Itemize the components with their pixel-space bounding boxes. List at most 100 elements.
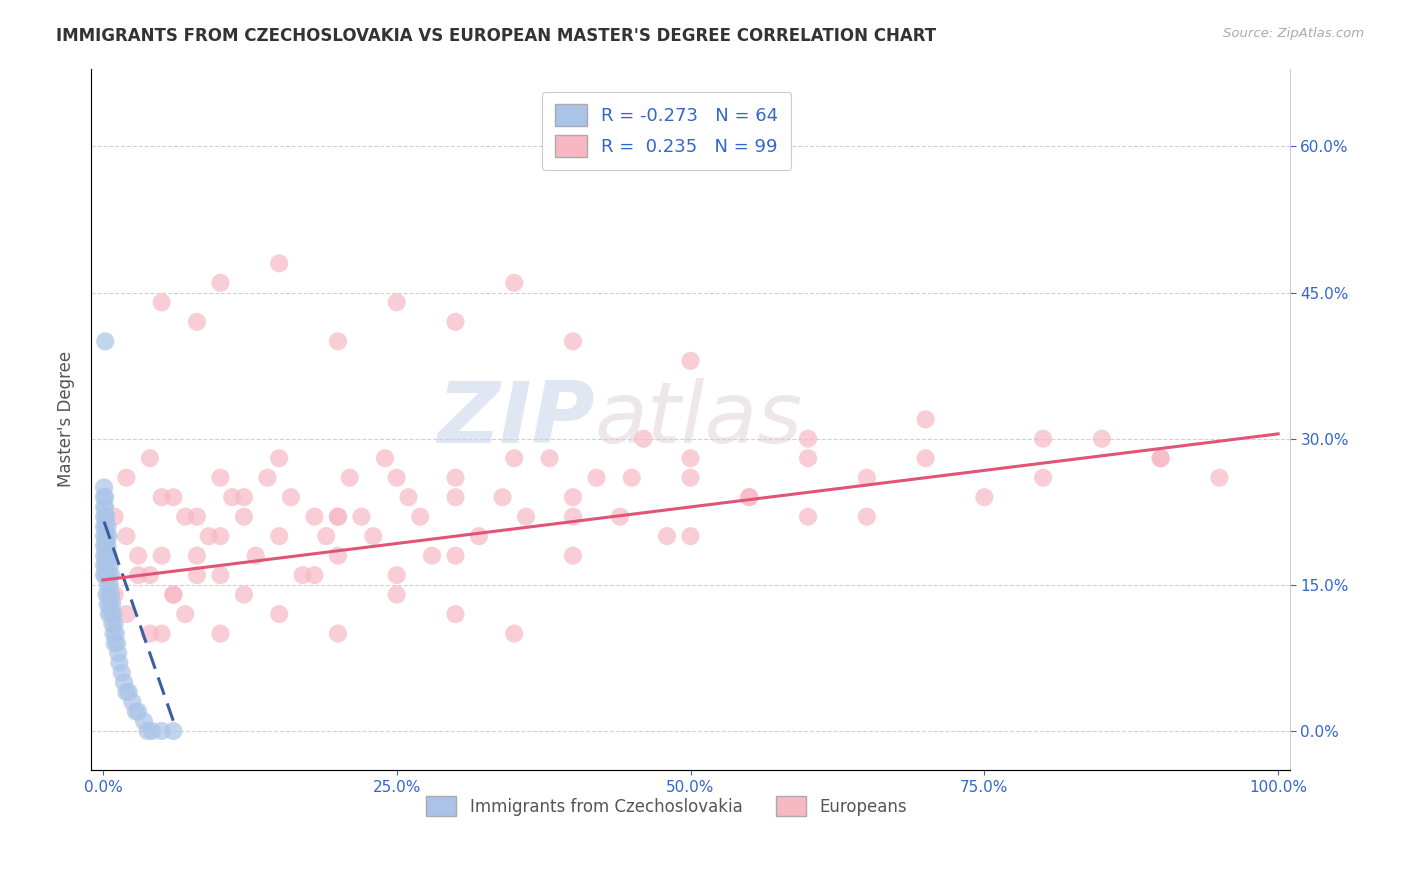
Point	[444, 471, 467, 485]
Point	[162, 724, 184, 739]
Point	[1032, 471, 1054, 485]
Point	[96, 539, 118, 553]
Point	[125, 705, 148, 719]
Point	[326, 334, 349, 349]
Point	[1091, 432, 1114, 446]
Point	[491, 490, 513, 504]
Point	[127, 705, 149, 719]
Point	[115, 529, 138, 543]
Point	[280, 490, 302, 504]
Point	[105, 636, 128, 650]
Point	[562, 490, 585, 504]
Point	[562, 334, 585, 349]
Point	[101, 598, 124, 612]
Point	[209, 529, 232, 543]
Point	[679, 471, 702, 485]
Point	[503, 451, 526, 466]
Point	[538, 451, 561, 466]
Point	[856, 471, 879, 485]
Point	[97, 578, 120, 592]
Point	[118, 685, 141, 699]
Point	[94, 529, 117, 543]
Point	[269, 529, 291, 543]
Point	[96, 549, 118, 563]
Point	[468, 529, 491, 543]
Point	[100, 568, 122, 582]
Text: IMMIGRANTS FROM CZECHOSLOVAKIA VS EUROPEAN MASTER'S DEGREE CORRELATION CHART: IMMIGRANTS FROM CZECHOSLOVAKIA VS EUROPE…	[56, 27, 936, 45]
Text: Source: ZipAtlas.com: Source: ZipAtlas.com	[1223, 27, 1364, 40]
Point	[121, 695, 143, 709]
Point	[738, 490, 761, 504]
Point	[326, 626, 349, 640]
Point	[232, 490, 254, 504]
Point	[97, 588, 120, 602]
Point	[94, 519, 117, 533]
Point	[633, 432, 655, 446]
Point	[973, 490, 995, 504]
Point	[97, 529, 120, 543]
Point	[115, 607, 138, 621]
Point	[562, 509, 585, 524]
Point	[339, 471, 361, 485]
Point	[100, 607, 122, 621]
Point	[94, 490, 117, 504]
Point	[162, 490, 184, 504]
Point	[94, 539, 117, 553]
Point	[256, 471, 278, 485]
Point	[115, 471, 138, 485]
Point	[96, 568, 118, 582]
Point	[103, 626, 125, 640]
Point	[209, 276, 232, 290]
Point	[97, 549, 120, 563]
Point	[269, 451, 291, 466]
Point	[103, 607, 125, 621]
Point	[136, 724, 159, 739]
Point	[96, 509, 118, 524]
Point	[98, 578, 121, 592]
Point	[162, 588, 184, 602]
Point	[97, 607, 120, 621]
Point	[515, 509, 537, 524]
Point	[101, 616, 124, 631]
Point	[326, 549, 349, 563]
Point	[150, 549, 173, 563]
Point	[97, 558, 120, 573]
Point	[269, 607, 291, 621]
Point	[738, 490, 761, 504]
Point	[94, 568, 117, 582]
Point	[1149, 451, 1171, 466]
Point	[93, 558, 115, 573]
Point	[679, 529, 702, 543]
Point	[98, 598, 121, 612]
Point	[104, 509, 127, 524]
Point	[104, 588, 127, 602]
Point	[93, 500, 115, 514]
Point	[444, 490, 467, 504]
Point	[115, 685, 138, 699]
Point	[197, 529, 219, 543]
Point	[94, 334, 117, 349]
Point	[186, 315, 208, 329]
Point	[127, 568, 149, 582]
Text: ZIP: ZIP	[437, 377, 595, 461]
Point	[620, 471, 643, 485]
Point	[104, 626, 127, 640]
Point	[139, 451, 162, 466]
Point	[127, 549, 149, 563]
Point	[93, 549, 115, 563]
Point	[562, 549, 585, 563]
Point	[93, 490, 115, 504]
Point	[111, 665, 134, 680]
Point	[385, 568, 408, 582]
Point	[97, 598, 120, 612]
Point	[139, 568, 162, 582]
Point	[409, 509, 432, 524]
Point	[94, 509, 117, 524]
Point	[186, 568, 208, 582]
Point	[186, 509, 208, 524]
Point	[245, 549, 267, 563]
Point	[93, 509, 115, 524]
Point	[93, 529, 115, 543]
Point	[104, 636, 127, 650]
Point	[100, 588, 122, 602]
